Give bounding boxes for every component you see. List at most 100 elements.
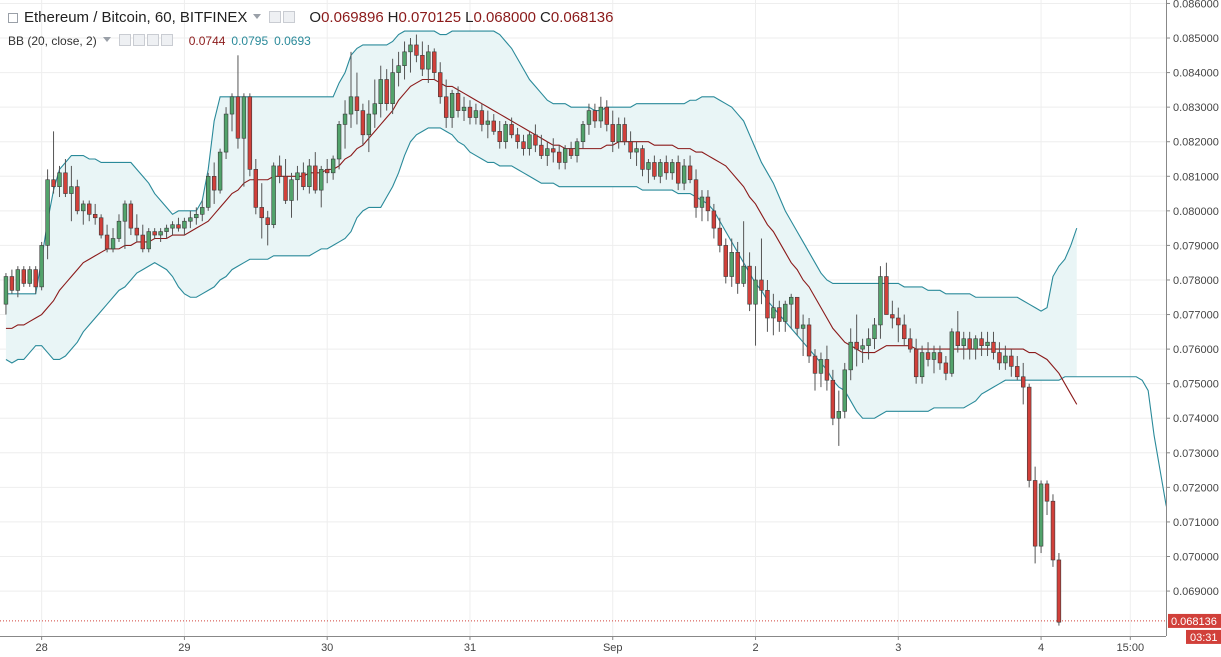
time-axis[interactable]: 28 29 30 31 Sep 2 3 4 15:00 [0, 636, 1166, 654]
candle-body [110, 238, 116, 250]
candle-down [324, 159, 330, 184]
candle-down [75, 179, 80, 215]
candle-body [21, 269, 26, 284]
candle-down [140, 224, 145, 253]
candle-body [63, 172, 68, 194]
candle-body [568, 148, 574, 156]
close-icon[interactable] [160, 34, 173, 46]
candle-down [21, 266, 26, 287]
gear-icon[interactable] [283, 11, 296, 23]
candle-body [937, 352, 943, 364]
candle-body [872, 324, 877, 340]
candle-body [372, 103, 377, 115]
candle-up [229, 93, 235, 132]
price-tick-label: 0.078000 [1173, 275, 1219, 287]
candle-body [586, 110, 592, 125]
candle-down [9, 269, 15, 294]
candle-body [1021, 376, 1026, 388]
indicator-label[interactable]: BB (20, close, 2) [8, 34, 97, 48]
candle-body [188, 217, 193, 222]
candle-body [87, 203, 92, 215]
candle-body [640, 148, 645, 170]
candle-down [640, 145, 645, 177]
candle-down [824, 345, 830, 391]
candle-down [515, 127, 520, 149]
candle-body [27, 269, 32, 284]
eye-icon[interactable] [269, 11, 282, 23]
candle-up [961, 331, 966, 360]
plus-icon[interactable] [146, 34, 159, 46]
candle-down [509, 117, 514, 139]
candle-down [211, 162, 217, 204]
candle-up [307, 159, 312, 194]
candle-body [925, 352, 931, 360]
candle-down [830, 369, 836, 426]
candle-body [1050, 500, 1056, 561]
candle-up [461, 96, 467, 121]
chevron-down-icon[interactable] [253, 14, 262, 19]
candle-body [1056, 559, 1062, 623]
price-tick-label: 0.071000 [1173, 517, 1219, 529]
price-tick-label: 0.072000 [1173, 482, 1219, 494]
candle-up [426, 44, 431, 83]
gear-icon[interactable] [132, 34, 145, 46]
candle-body [1003, 355, 1008, 364]
time-tick-label: 31 [464, 642, 476, 654]
candle-body [211, 175, 217, 191]
candle-body [628, 141, 633, 153]
candle-down [51, 131, 56, 194]
candle-body [455, 93, 461, 111]
candle-body [39, 245, 44, 288]
candle-body [473, 110, 479, 118]
candle-body [134, 227, 140, 236]
collapse-square-icon[interactable] [8, 13, 18, 23]
candle-body [1015, 366, 1020, 378]
candle-body [378, 79, 383, 104]
candle-body [497, 131, 502, 143]
price-axis[interactable]: 0.086000 0.085000 0.084000 0.083000 0.082000… [1166, 0, 1221, 657]
price-tick-label: 0.070000 [1173, 552, 1219, 564]
eye-icon[interactable] [118, 34, 131, 46]
candle-up [295, 165, 300, 201]
candle-down [652, 155, 657, 180]
candle-up [729, 238, 734, 287]
candle-up [3, 273, 9, 315]
candle-body [836, 411, 842, 419]
candle-body [848, 341, 853, 371]
candle-body [527, 134, 532, 149]
candle-up [182, 217, 187, 236]
candle-down [438, 62, 443, 104]
candle-down [937, 345, 943, 370]
candle-body [1009, 355, 1014, 367]
candle-up [223, 107, 229, 159]
candle-up [372, 79, 377, 128]
candle-down [735, 241, 740, 294]
time-tick-label: 30 [321, 642, 333, 654]
candle-body [890, 314, 895, 319]
candle-up [670, 159, 675, 180]
candle-down [467, 100, 473, 125]
candle-body [324, 169, 330, 174]
time-tick-label: 28 [36, 642, 48, 654]
candle-body [432, 51, 437, 73]
candle-body [509, 124, 514, 136]
candle-up [473, 103, 479, 125]
bb-lower-line [5, 127, 1197, 582]
candle-down [414, 34, 419, 63]
candle-up [158, 228, 163, 242]
candle-down [1044, 480, 1050, 516]
chevron-down-icon[interactable] [102, 37, 111, 42]
candle-down [997, 342, 1002, 370]
candle-body [913, 348, 919, 378]
countdown-tag [1186, 629, 1221, 644]
candle-body [854, 341, 859, 350]
candle-body [449, 93, 455, 118]
time-tick-label: 3 [895, 642, 901, 654]
symbol-title[interactable]: Ethereum / Bitcoin, 60, BITFINEX [24, 9, 248, 26]
candle-down [360, 103, 366, 146]
candle-body [438, 72, 443, 98]
candle-body [735, 252, 740, 284]
candle-down [1032, 466, 1038, 564]
candle-down [432, 48, 437, 80]
